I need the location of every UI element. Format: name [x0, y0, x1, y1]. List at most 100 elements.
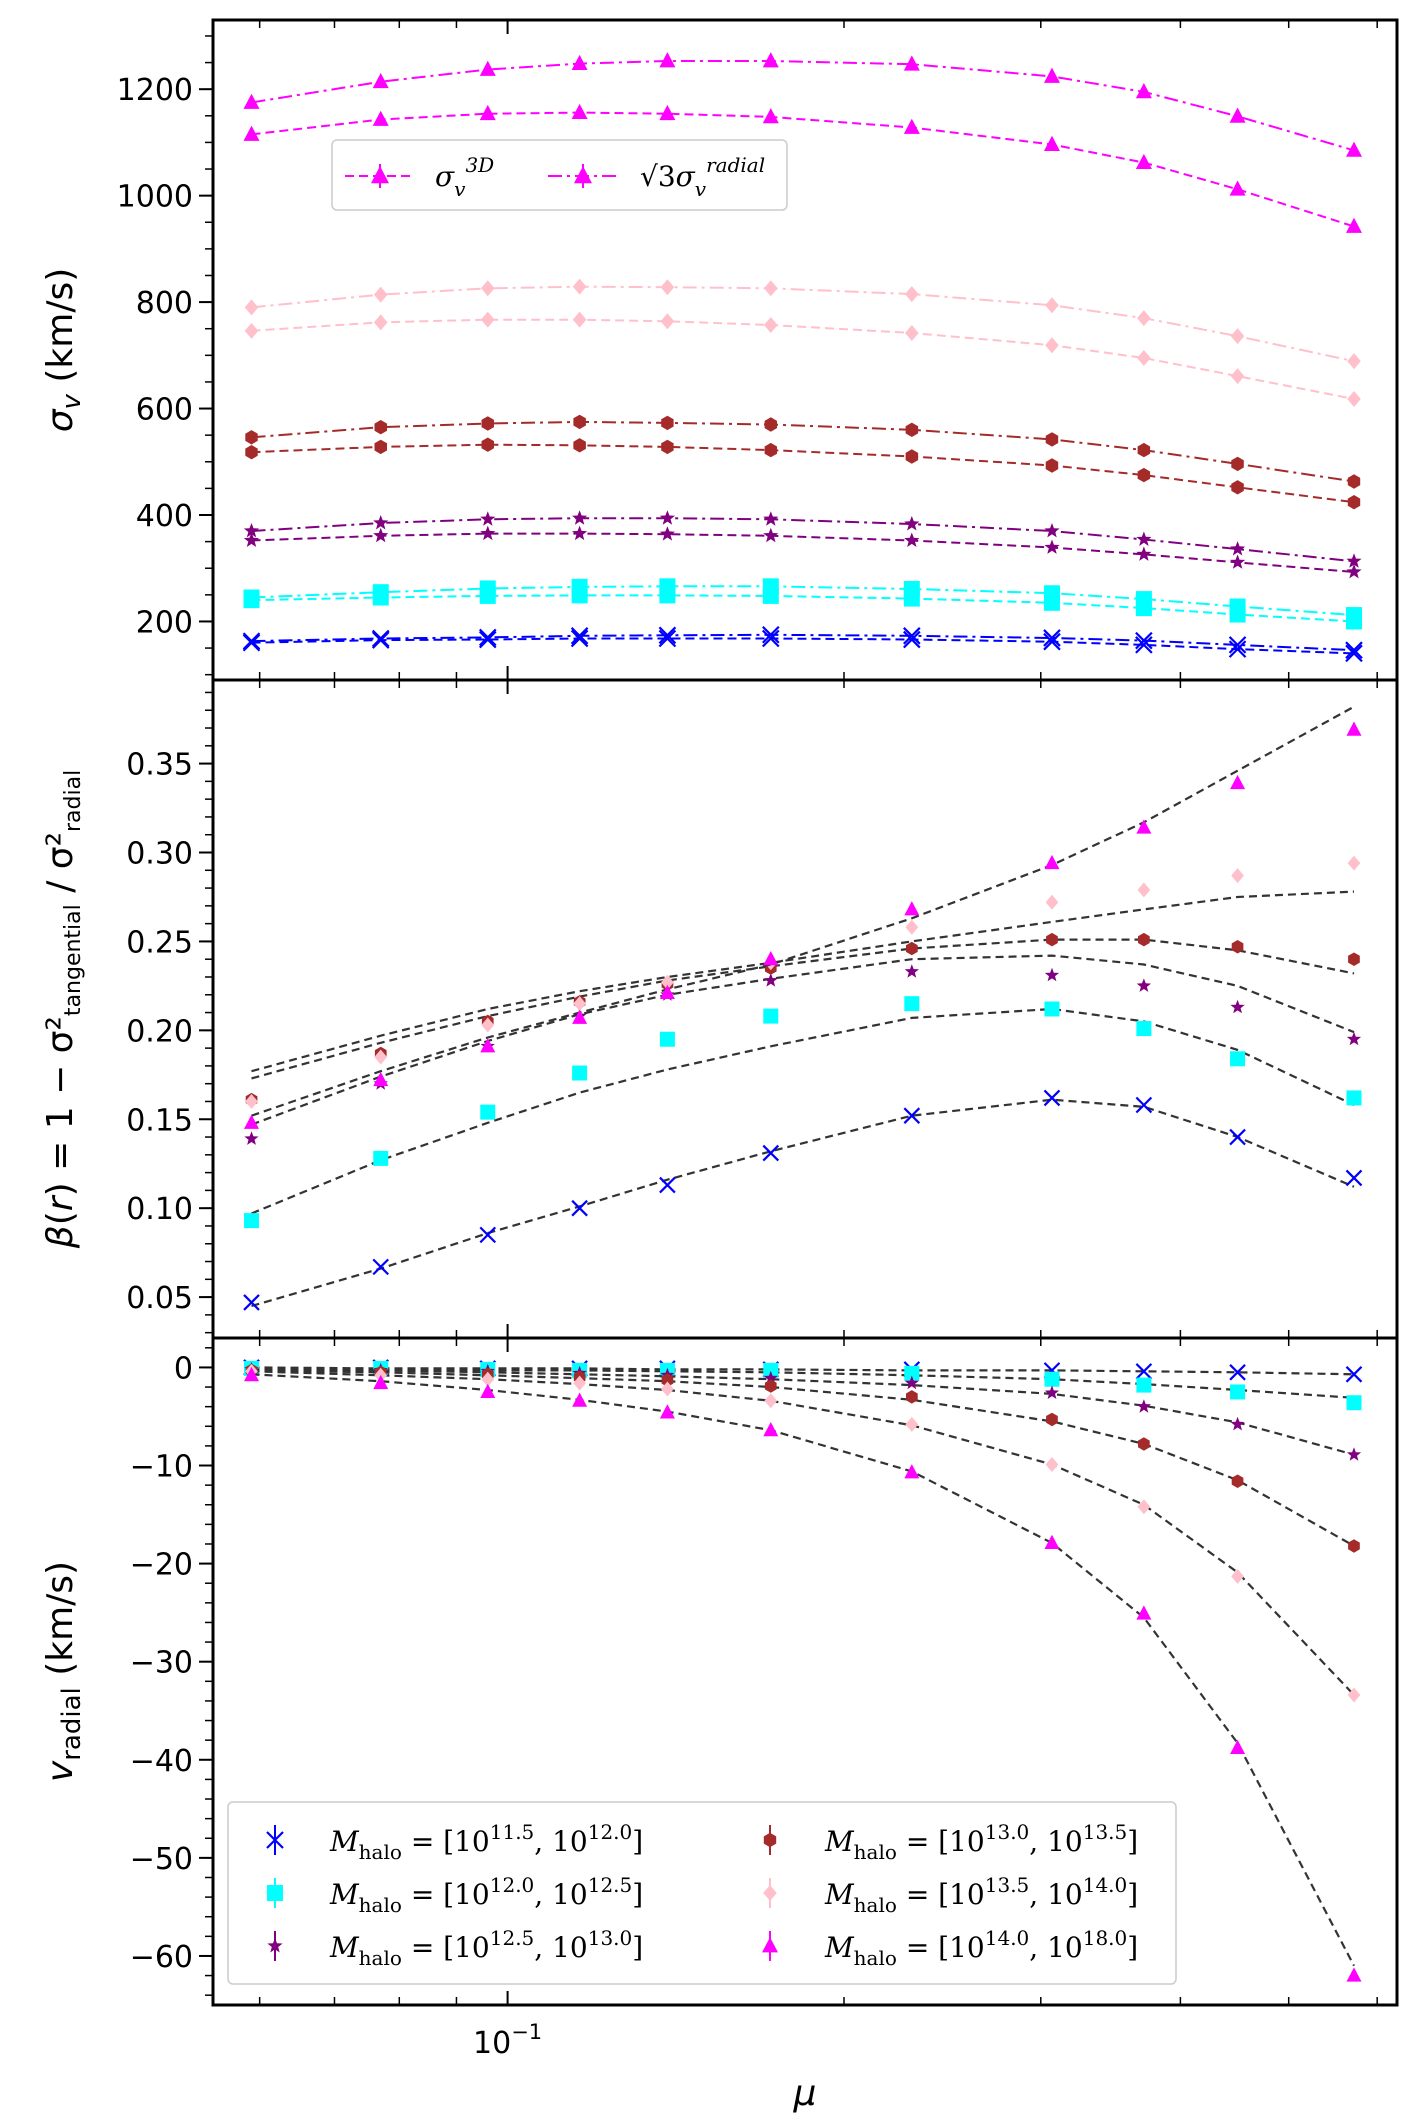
data-point: [1136, 1605, 1152, 1620]
data-point: [1043, 135, 1060, 151]
legend-marker: [267, 1938, 283, 1953]
data-point: [480, 1104, 496, 1120]
series-halo-11.5-12.0: [243, 1089, 1363, 1311]
data-point: [1135, 591, 1152, 608]
data-point: [763, 950, 779, 966]
data-point: [904, 1365, 920, 1381]
data-point: [572, 525, 588, 541]
data-point: [1230, 368, 1245, 385]
data-point: [659, 526, 675, 541]
data-point: [1137, 310, 1151, 327]
data-point: [1136, 978, 1151, 992]
data-point: [1231, 940, 1244, 954]
data-point: [1347, 495, 1361, 510]
data-point: [1044, 523, 1060, 538]
data-point: [905, 449, 919, 464]
data-point: [245, 430, 258, 445]
x-axis-label: μ: [793, 2073, 817, 2114]
data-point: [659, 104, 676, 121]
data-point: [1135, 1096, 1153, 1114]
y-tick-label: 400: [136, 499, 193, 534]
data-point: [1347, 474, 1361, 489]
series-line: [251, 594, 1355, 623]
data-point: [762, 629, 780, 648]
y-tick-label: 0.05: [126, 1281, 193, 1316]
data-point: [245, 445, 258, 460]
panel-sigma-v: 200 400 600 800 1000 1200 σv3D √3σvradial σv (km…: [40, 18, 1399, 682]
series-halo-13.0-13.5-sqrt3-radial: [245, 414, 1361, 489]
series-halo-12.0-12.5-3D: [243, 587, 1362, 630]
series-halo-13.0-13.5-3D: [245, 437, 1361, 510]
series-halo-13.5-14.0: [245, 855, 1361, 1109]
fit-line: [251, 1098, 1355, 1308]
data-point: [1138, 932, 1150, 947]
plot-frame: [211, 1336, 1399, 2007]
data-point: [373, 1374, 389, 1390]
data-point: [1136, 1399, 1151, 1413]
series-halo-14.0-18.0: [244, 705, 1362, 1129]
y-tick-label: 200: [136, 605, 193, 640]
data-point: [658, 626, 677, 645]
data-point: [1044, 1385, 1060, 1399]
data-point: [1346, 1031, 1362, 1046]
data-point: [661, 1373, 674, 1387]
data-point: [1230, 541, 1246, 556]
data-point: [1229, 180, 1246, 196]
data-point: [904, 964, 919, 978]
data-point: [242, 633, 261, 652]
data-point: [479, 580, 496, 597]
data-point: [904, 532, 920, 547]
data-point: [763, 1008, 779, 1024]
data-point: [764, 442, 777, 458]
y-tick-label: 1200: [117, 73, 193, 108]
data-point: [1231, 868, 1244, 884]
data-point: [243, 125, 260, 141]
data-point: [480, 525, 496, 541]
data-point: [764, 1379, 777, 1393]
data-point: [661, 974, 674, 990]
data-point: [1044, 1371, 1060, 1387]
data-point: [1043, 1089, 1061, 1107]
data-point: [571, 54, 588, 71]
legend-label: Mhalo = [1014.0, 1018.0]: [824, 1926, 1138, 1970]
data-point: [1044, 854, 1060, 870]
data-point: [1136, 1377, 1152, 1393]
data-point: [763, 1370, 778, 1385]
y-axis-label: vradial (km/s): [40, 1561, 87, 1782]
data-point: [903, 55, 920, 71]
data-point: [1230, 999, 1245, 1014]
data-point: [903, 630, 921, 649]
y-tick-label: −10: [130, 1450, 193, 1485]
data-point: [479, 1226, 497, 1244]
data-point: [1231, 1474, 1244, 1488]
data-point: [373, 314, 388, 331]
legend-halo: Mhalo = [1011.5, 1012.0]Mhalo = [1012.0,…: [227, 1801, 1177, 1985]
data-point: [1230, 554, 1246, 569]
y-tick-label: −20: [130, 1548, 193, 1583]
data-point: [763, 527, 779, 543]
data-point: [243, 1294, 260, 1311]
series-line: [251, 637, 1355, 655]
data-point: [1043, 67, 1060, 83]
series-halo-11.5-12.0-sqrt3-radial: [242, 625, 1363, 659]
data-point: [373, 515, 389, 530]
data-point: [1043, 629, 1061, 647]
data-point: [1137, 1499, 1151, 1515]
data-point: [1230, 1416, 1245, 1431]
data-point: [1230, 1051, 1246, 1067]
series-line: [251, 60, 1355, 152]
data-point: [371, 631, 390, 649]
series-line: [251, 318, 1355, 400]
data-point: [572, 1392, 588, 1407]
data-point: [763, 1362, 779, 1378]
data-point: [660, 279, 675, 296]
data-point: [572, 510, 588, 525]
fit-line: [251, 705, 1355, 1117]
data-point: [763, 511, 779, 526]
y-tick-label: 600: [136, 393, 193, 428]
data-point: [1138, 1437, 1150, 1451]
data-point: [906, 941, 918, 956]
data-point: [1231, 1568, 1244, 1584]
data-point: [1345, 644, 1363, 663]
data-point: [1136, 1021, 1152, 1037]
